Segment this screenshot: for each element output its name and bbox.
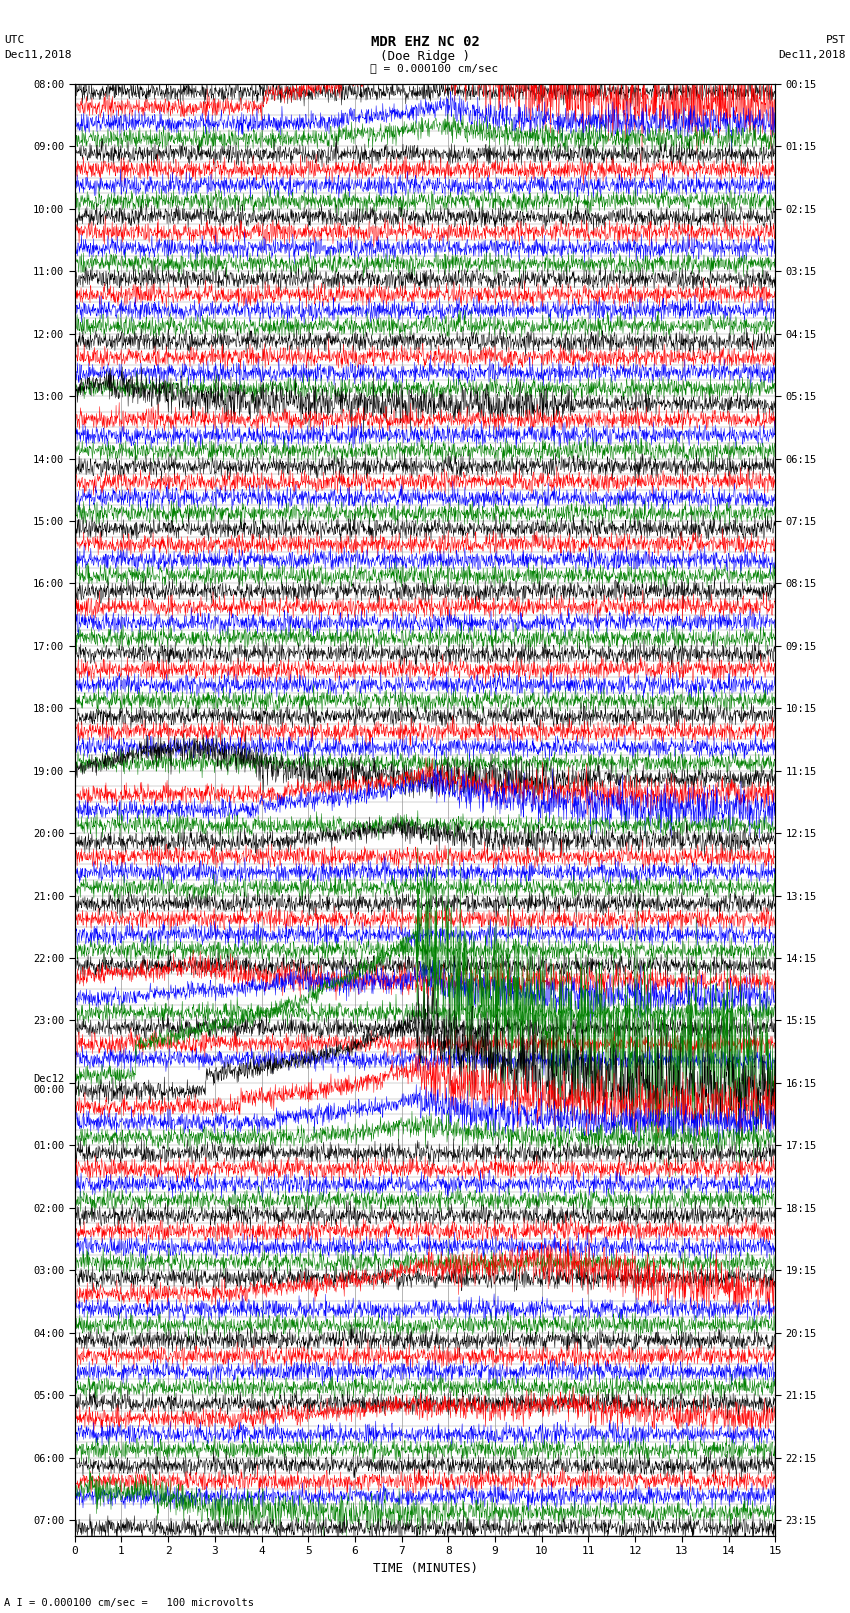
Text: (Doe Ridge ): (Doe Ridge ): [380, 50, 470, 63]
Text: Dec11,2018: Dec11,2018: [779, 50, 846, 60]
Text: ⎵ = 0.000100 cm/sec: ⎵ = 0.000100 cm/sec: [370, 63, 498, 73]
Text: MDR EHZ NC 02: MDR EHZ NC 02: [371, 35, 479, 50]
Text: A I = 0.000100 cm/sec =   100 microvolts: A I = 0.000100 cm/sec = 100 microvolts: [4, 1598, 254, 1608]
X-axis label: TIME (MINUTES): TIME (MINUTES): [372, 1561, 478, 1574]
Text: UTC: UTC: [4, 35, 25, 45]
Text: Dec11,2018: Dec11,2018: [4, 50, 71, 60]
Text: PST: PST: [825, 35, 846, 45]
